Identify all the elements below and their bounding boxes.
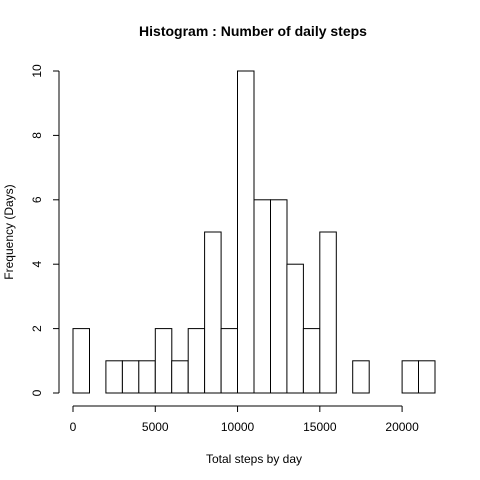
histogram-bar-7 (187, 328, 206, 394)
histogram-bar-5 (154, 328, 173, 394)
y-tick-label: 10 (30, 64, 44, 78)
histogram-bar-21 (418, 360, 436, 394)
y-axis-label: Frequency (Days) (2, 184, 16, 279)
histogram-bar-14 (302, 328, 321, 394)
y-tick-label: 2 (30, 325, 44, 332)
histogram-bar-15 (319, 231, 337, 394)
y-tick-label: 8 (30, 132, 44, 139)
bars-group (72, 70, 436, 394)
x-tick-label: 0 (70, 420, 77, 434)
histogram-bar-3 (121, 360, 140, 394)
x-tick-label: 20000 (385, 420, 419, 434)
histogram-bar-11 (253, 199, 271, 394)
x-tick-label: 5000 (142, 420, 169, 434)
y-tick-label: 0 (30, 389, 44, 396)
histogram-bar-2 (105, 360, 123, 394)
x-axis-label: Total steps by day (206, 452, 302, 466)
x-axis: 0 5000 10000 15000 20000 (70, 405, 419, 434)
x-tick-label: 15000 (303, 420, 337, 434)
histogram-bar-12 (270, 199, 288, 394)
histogram-bar-17 (352, 360, 370, 394)
histogram-bar-0 (72, 328, 90, 394)
histogram-bar-13 (286, 263, 304, 394)
histogram-bar-10 (237, 70, 255, 394)
chart-title: Histogram : Number of daily steps (139, 23, 367, 39)
histogram-bar-8 (204, 231, 222, 394)
histogram-bar-9 (220, 328, 239, 394)
histogram-bar-4 (138, 360, 156, 394)
x-tick-label: 10000 (221, 420, 255, 434)
y-axis: 0 2 4 6 8 10 (30, 64, 60, 396)
y-tick-label: 6 (30, 196, 44, 203)
histogram-bar-6 (171, 360, 189, 394)
histogram-bar-20 (401, 360, 420, 394)
y-tick-label: 4 (30, 261, 44, 268)
